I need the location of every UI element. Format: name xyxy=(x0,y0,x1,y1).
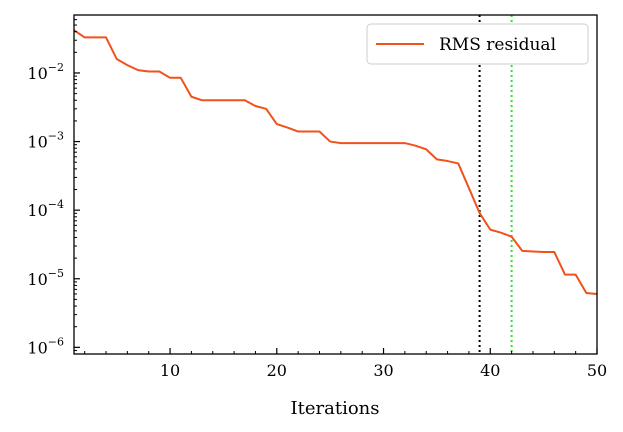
x-tick-label: 50 xyxy=(587,361,607,380)
x-tick-label: 10 xyxy=(160,361,180,380)
x-tick-label: 30 xyxy=(373,361,393,380)
y-tick-label: 10−5 xyxy=(27,267,64,289)
y-tick-label: 10−6 xyxy=(27,335,64,357)
series-line-rms-residual xyxy=(73,29,598,295)
legend-label-rms-residual: RMS residual xyxy=(439,35,556,55)
x-tick-label: 20 xyxy=(267,361,287,380)
x-tick-label: 40 xyxy=(480,361,500,380)
legend: RMS residual xyxy=(366,23,589,65)
y-tick-label: 10−4 xyxy=(27,198,64,220)
plot-frame xyxy=(73,14,598,355)
axis-ticks: 10 20 30 40 50 10−6 10−5 10−4 10−3 10−2 xyxy=(27,14,607,380)
y-tick-label: 10−3 xyxy=(27,130,64,152)
plot-area xyxy=(73,15,598,354)
x-axis-label: Iterations xyxy=(291,398,380,419)
legend-box xyxy=(366,23,589,65)
y-tick-label: 10−2 xyxy=(27,61,64,83)
